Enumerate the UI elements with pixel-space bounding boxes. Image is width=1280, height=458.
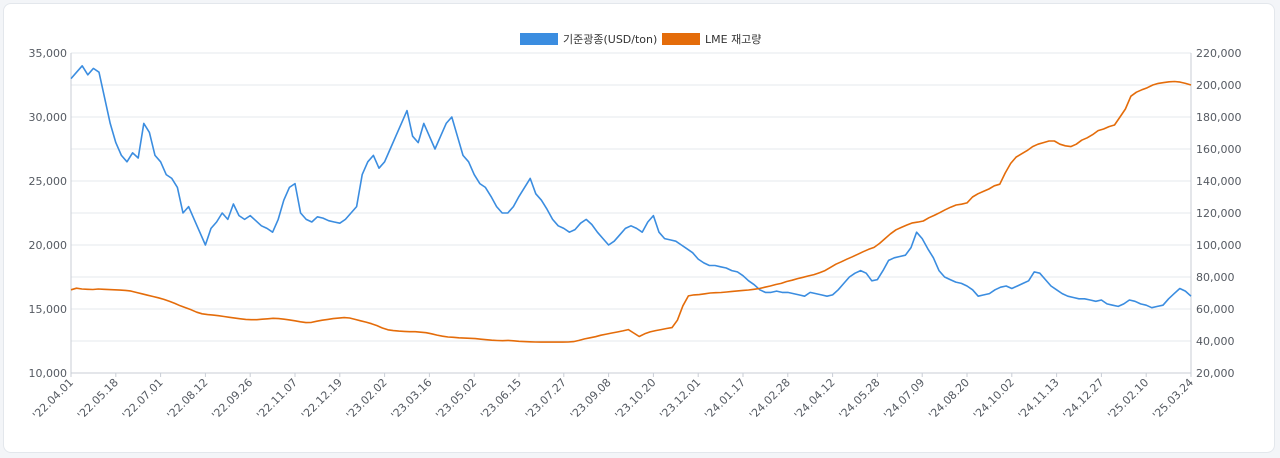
- y-right-tick-label: 100,000: [1196, 239, 1242, 252]
- legend-label: LME 재고량: [705, 33, 761, 46]
- x-tick-label: '24.05.28: [837, 376, 883, 422]
- lme-stock-line: [70, 80, 1192, 343]
- x-tick-label: '24.12.27: [1061, 376, 1107, 422]
- y-right-tick-label: 140,000: [1196, 175, 1242, 188]
- x-tick-label: '23.09.08: [568, 376, 614, 422]
- legend-swatch: [520, 33, 558, 45]
- x-tick-label: '24.01.17: [702, 376, 748, 422]
- copper-price-line: [70, 64, 1192, 309]
- x-tick-label: '23.10.20: [613, 376, 659, 422]
- chart-card: 20,000 40,000 60,000 80,000 100,000 120,000 14…: [3, 3, 1275, 453]
- x-tick-label: '23.07.27: [523, 376, 569, 422]
- y-left-tick-label: 30,000: [29, 111, 68, 124]
- legend-swatch: [662, 33, 700, 45]
- y-right-tick-label: 200,000: [1196, 79, 1242, 92]
- y-right-tick-label: 40,000: [1196, 335, 1235, 348]
- x-tick-label: '24.04.12: [792, 376, 838, 422]
- y-right-tick-label: 220,000: [1196, 47, 1242, 60]
- y-left-tick-label: 10,000: [29, 367, 68, 380]
- x-tick-label: '23.03.16: [389, 376, 435, 422]
- x-tick-label: '22.09.26: [209, 376, 255, 422]
- x-tick-label: '24.11.13: [1016, 376, 1062, 422]
- x-tick-label: '24.10.02: [971, 376, 1017, 422]
- x-tick-label: '24.02.28: [747, 376, 793, 422]
- y-right-tick-label: 120,000: [1196, 207, 1242, 220]
- x-tick-label: '23.12.01: [657, 376, 703, 422]
- x-tick-label: '22.12.19: [299, 376, 345, 422]
- x-tick-label: '25.03.24: [1150, 376, 1196, 422]
- x-tick-label: '25.02.10: [1105, 376, 1151, 422]
- x-tick-label: '22.11.07: [254, 376, 300, 422]
- legend-label: 기준광종(USD/ton): [563, 33, 657, 46]
- y-right-tick-label: 180,000: [1196, 111, 1242, 124]
- x-tick-label: '23.06.15: [478, 376, 524, 422]
- x-tick-label: '22.08.12: [165, 376, 211, 422]
- y-left-tick-label: 35,000: [29, 47, 68, 60]
- y-right-tick-label: 20,000: [1196, 367, 1235, 380]
- y-right-tick-label: 160,000: [1196, 143, 1242, 156]
- y-left-tick-label: 15,000: [29, 303, 68, 316]
- y-left-tick-label: 25,000: [29, 175, 68, 188]
- x-tick-label: '22.04.01: [30, 376, 76, 422]
- x-tick-label: '24.08.20: [926, 376, 972, 422]
- dual-axis-line-chart: 20,000 40,000 60,000 80,000 100,000 120,000 14…: [29, 33, 1242, 422]
- y-left-tick-label: 20,000: [29, 239, 68, 252]
- x-tick-label: '22.07.01: [120, 376, 166, 422]
- x-tick-label: '22.05.18: [75, 376, 121, 422]
- x-tick-label: '23.02.02: [344, 376, 390, 422]
- x-tick-label: '24.07.09: [881, 376, 927, 422]
- x-tick-label: '23.05.02: [433, 376, 479, 422]
- y-right-tick-label: 60,000: [1196, 303, 1235, 316]
- y-right-tick-label: 80,000: [1196, 271, 1235, 284]
